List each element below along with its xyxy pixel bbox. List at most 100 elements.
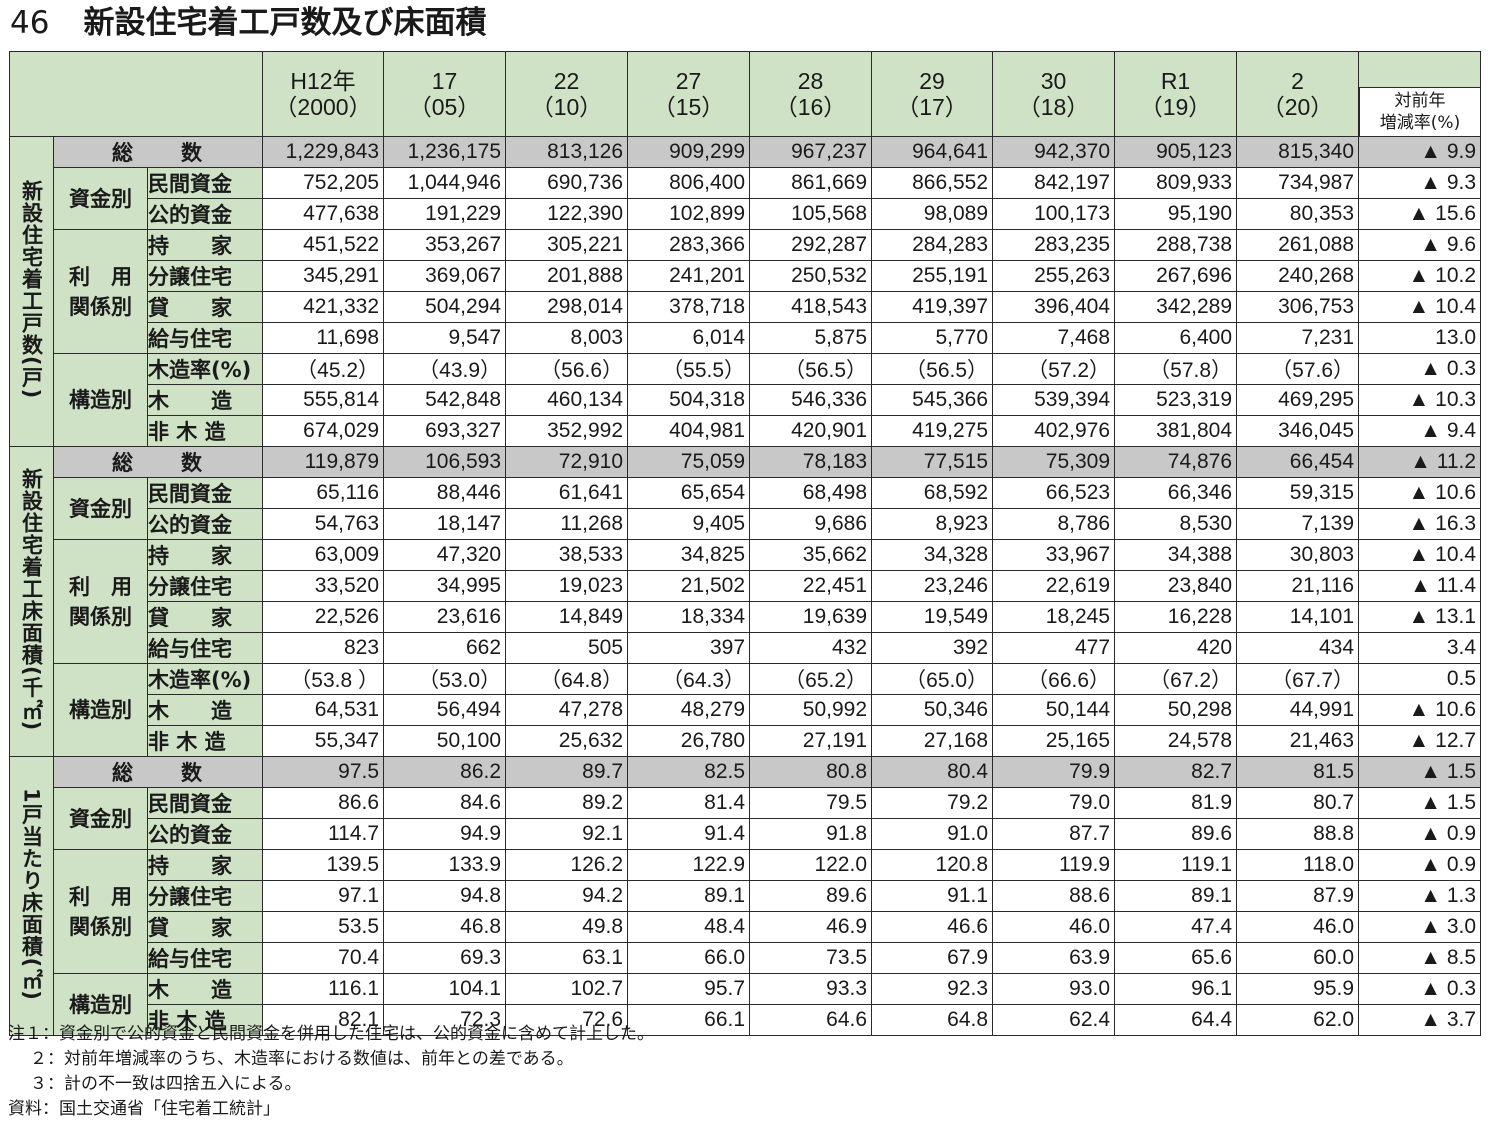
total-value: 75,059 bbox=[627, 446, 751, 478]
cell-value: 133.9 bbox=[383, 849, 507, 881]
year-label: H12年 bbox=[290, 68, 356, 94]
cell-value: 14,101 bbox=[1236, 601, 1360, 633]
table-row: 公的資金 477,638 191,229 122,390 102,899 105,568 9… bbox=[10, 198, 1482, 230]
cell-value: 1,044,946 bbox=[383, 167, 507, 199]
cell-value: （53.8 ） bbox=[262, 663, 385, 695]
cell-value: 139.5 bbox=[262, 849, 385, 881]
row-label: 分譲住宅 bbox=[146, 570, 264, 602]
cell-rate: ▲ 10.2 bbox=[1358, 260, 1482, 292]
header-corner bbox=[8, 51, 264, 137]
cell-value: 96.1 bbox=[1114, 973, 1238, 1005]
cell-value: 419,397 bbox=[871, 291, 994, 323]
cell-value: 261,088 bbox=[1236, 229, 1360, 261]
cell-value: 118.0 bbox=[1236, 849, 1360, 881]
total-rate: ▲ 9.9 bbox=[1358, 136, 1482, 168]
cell-value: 95,190 bbox=[1114, 198, 1238, 230]
row-label: 木 造 bbox=[146, 973, 264, 1005]
cell-value: 33,520 bbox=[262, 570, 385, 602]
row-label: 分譲住宅 bbox=[146, 880, 264, 912]
cell-value: 397 bbox=[627, 632, 751, 664]
cell-value: 63,009 bbox=[262, 539, 385, 571]
cell-value: 546,336 bbox=[749, 384, 873, 416]
cell-value: 89.2 bbox=[505, 787, 629, 819]
table-row: 資金別 民間資金 86.6 84.6 89.2 81.4 79.5 79.2 79.0 81.9 8… bbox=[10, 787, 1482, 850]
cell-rate: 3.4 bbox=[1358, 632, 1482, 664]
table-row: 公的資金 54,763 18,147 11,268 9,405 9,686 8,923 8,7… bbox=[10, 508, 1482, 540]
cell-value: 81.9 bbox=[1114, 787, 1238, 819]
year-header: 30 （18） bbox=[992, 51, 1116, 137]
cell-value: 11,268 bbox=[505, 508, 629, 540]
cell-value: 34,388 bbox=[1114, 539, 1238, 571]
cell-value: （67.7） bbox=[1236, 663, 1360, 695]
cell-value: （55.5） bbox=[627, 353, 751, 385]
cell-value: 18,147 bbox=[383, 508, 507, 540]
total-value: 905,123 bbox=[1114, 136, 1238, 168]
cell-value: 79.5 bbox=[749, 787, 873, 819]
cell-value: 64,531 bbox=[262, 694, 385, 726]
row-label: 民間資金 bbox=[146, 787, 264, 819]
total-value: 1,229,843 bbox=[262, 136, 385, 168]
row-label: 給与住宅 bbox=[146, 322, 264, 354]
rate-label-2: 増減率(%) bbox=[1379, 113, 1461, 133]
cell-value: 23,840 bbox=[1114, 570, 1238, 602]
cell-rate: ▲ 10.4 bbox=[1358, 539, 1482, 571]
cell-value: 240,268 bbox=[1236, 260, 1360, 292]
year-paren: （2000） bbox=[274, 94, 372, 120]
row-label: 公的資金 bbox=[146, 508, 264, 540]
cell-value: 93.0 bbox=[992, 973, 1116, 1005]
cell-rate: ▲ 9.6 bbox=[1358, 229, 1482, 261]
table-row: 分譲住宅 345,291 369,067 201,888 241,201 250,532 2… bbox=[10, 260, 1482, 292]
cell-value: 89.6 bbox=[749, 880, 873, 912]
cell-value: 18,245 bbox=[992, 601, 1116, 633]
total-value: 80.4 bbox=[871, 756, 994, 788]
table-row: 貸 家 53.5 46.8 49.8 48.4 46.9 46.6 46.0 47.4 46.0 ▲… bbox=[10, 911, 1482, 943]
cell-value: 61,641 bbox=[505, 477, 629, 509]
cell-value: 22,619 bbox=[992, 570, 1116, 602]
group-label: 資金別 bbox=[53, 477, 148, 540]
cell-value: 104.1 bbox=[383, 973, 507, 1005]
cell-rate: 0.5 bbox=[1358, 663, 1482, 695]
group-label: 構造別 bbox=[53, 973, 148, 1036]
cell-value: 47,320 bbox=[383, 539, 507, 571]
row-label: 民間資金 bbox=[146, 167, 264, 199]
cell-value: （57.6） bbox=[1236, 353, 1360, 385]
cell-value: 92.1 bbox=[505, 818, 629, 850]
cell-value: 504,318 bbox=[627, 384, 751, 416]
total-value: 942,370 bbox=[992, 136, 1116, 168]
cell-value: 420 bbox=[1114, 632, 1238, 664]
cell-value: 34,825 bbox=[627, 539, 751, 571]
row-label: 非 木 造 bbox=[146, 1004, 264, 1036]
cell-value: 89.1 bbox=[627, 880, 751, 912]
total-value: 964,641 bbox=[871, 136, 994, 168]
cell-value: 555,814 bbox=[262, 384, 385, 416]
total-value: 72,910 bbox=[505, 446, 629, 478]
cell-rate: ▲ 8.5 bbox=[1358, 942, 1482, 974]
cell-value: 6,014 bbox=[627, 322, 751, 354]
section-label: 1戸当たり床面積(㎡) bbox=[9, 756, 54, 1036]
cell-value: 842,197 bbox=[992, 167, 1116, 199]
cell-value: 72.3 bbox=[383, 1004, 507, 1036]
cell-value: 94.8 bbox=[383, 880, 507, 912]
cell-value: （66.6） bbox=[992, 663, 1116, 695]
cell-value: 21,502 bbox=[627, 570, 751, 602]
table-row: 構造別 木造率(%) （53.8 ）（53.0） （64.8） （64.3） （65.2）… bbox=[10, 663, 1482, 757]
cell-value: 64.8 bbox=[871, 1004, 994, 1036]
total-value: 967,237 bbox=[749, 136, 873, 168]
cell-value: 79.2 bbox=[871, 787, 994, 819]
cell-value: 404,981 bbox=[627, 415, 751, 447]
cell-value: 65,116 bbox=[262, 477, 385, 509]
cell-rate: ▲ 3.7 bbox=[1358, 1004, 1482, 1036]
statistics-table: H12年 （2000） 17 （05） 22 （10） 27 （15） 28 （16） 29 （17）… bbox=[8, 51, 1482, 1036]
cell-value: 87.9 bbox=[1236, 880, 1360, 912]
row-label: 公的資金 bbox=[146, 818, 264, 850]
cell-value: 64.4 bbox=[1114, 1004, 1238, 1036]
group-label: 資金別 bbox=[53, 787, 148, 850]
cell-value: 46.6 bbox=[871, 911, 994, 943]
total-label: 総 数 bbox=[52, 756, 264, 788]
year-header: R1 （19） bbox=[1114, 51, 1238, 137]
cell-value: 63.1 bbox=[505, 942, 629, 974]
table-row: 利 用関係別持 家 63,009 47,320 38,533 34,825 35,662 3… bbox=[10, 539, 1482, 664]
table-row: 利 用関係別持 家 451,522 353,267 305,221 283,366 292… bbox=[10, 229, 1482, 354]
cell-value: 267,696 bbox=[1114, 260, 1238, 292]
total-label: 総 数 bbox=[52, 136, 264, 168]
